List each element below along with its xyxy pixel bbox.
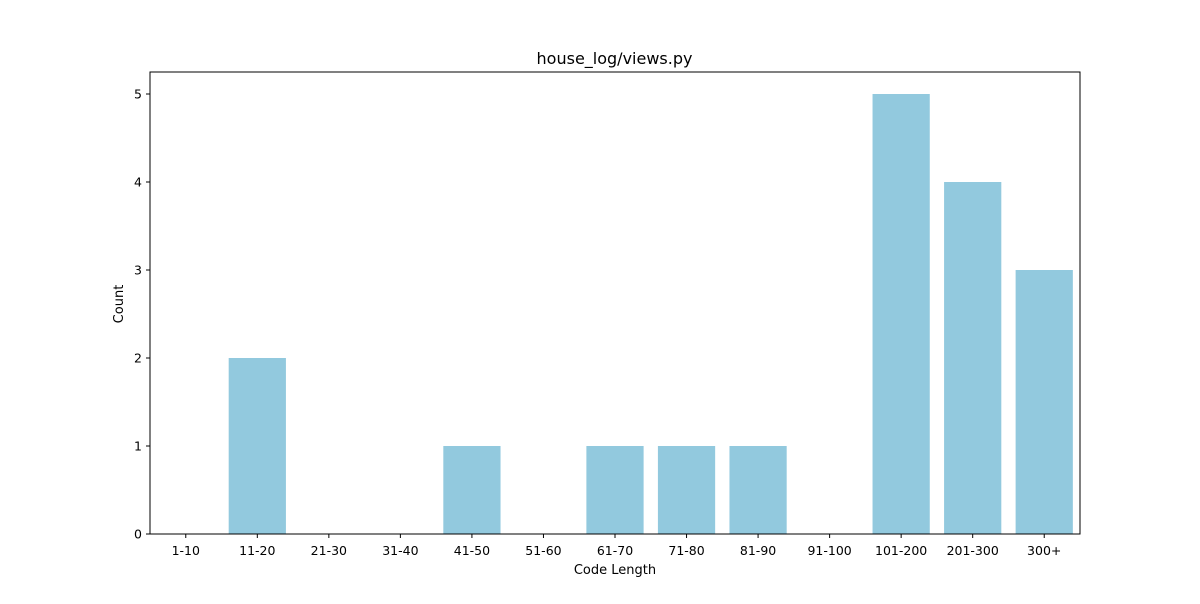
x-tick-label: 21-30 bbox=[311, 543, 347, 558]
y-tick-label: 0 bbox=[134, 527, 142, 542]
x-tick-label: 61-70 bbox=[597, 543, 633, 558]
bar-71-80 bbox=[657, 446, 716, 534]
x-tick-label: 81-90 bbox=[740, 543, 776, 558]
x-tick-label: 201-300 bbox=[947, 543, 999, 558]
x-tick-label: 11-20 bbox=[239, 543, 275, 558]
bar-61-70 bbox=[586, 446, 644, 534]
x-tick-label: 71-80 bbox=[668, 543, 704, 558]
y-tick-label: 2 bbox=[134, 351, 142, 366]
bars-group bbox=[228, 94, 1073, 534]
y-tick-label: 4 bbox=[134, 175, 142, 190]
y-axis-label: Count bbox=[112, 285, 127, 324]
y-axis: 0 1 2 3 4 5 bbox=[134, 87, 150, 542]
y-tick-label: 5 bbox=[134, 87, 142, 102]
y-tick-label: 3 bbox=[134, 263, 142, 278]
chart-title: house_log/views.py bbox=[537, 49, 693, 69]
x-axis: 1-10 11-20 21-30 31-40 41-50 51-60 61-70 71-80 8… bbox=[172, 534, 1061, 558]
x-tick-label: 31-40 bbox=[382, 543, 418, 558]
y-tick-label: 1 bbox=[134, 439, 142, 454]
bar-81-90 bbox=[729, 446, 787, 534]
bar-11-20 bbox=[228, 358, 286, 534]
bar-201-300 bbox=[944, 182, 1002, 534]
x-axis-label: Code Length bbox=[574, 563, 656, 578]
x-tick-label: 41-50 bbox=[454, 543, 490, 558]
x-tick-label: 1-10 bbox=[172, 543, 200, 558]
x-tick-label: 300+ bbox=[1027, 543, 1061, 558]
x-tick-label: 91-100 bbox=[807, 543, 851, 558]
bar-41-50 bbox=[443, 446, 501, 534]
bar-300+ bbox=[1015, 270, 1073, 534]
bar-101-200 bbox=[872, 94, 930, 534]
x-tick-label: 101-200 bbox=[875, 543, 927, 558]
x-tick-label: 51-60 bbox=[525, 543, 561, 558]
